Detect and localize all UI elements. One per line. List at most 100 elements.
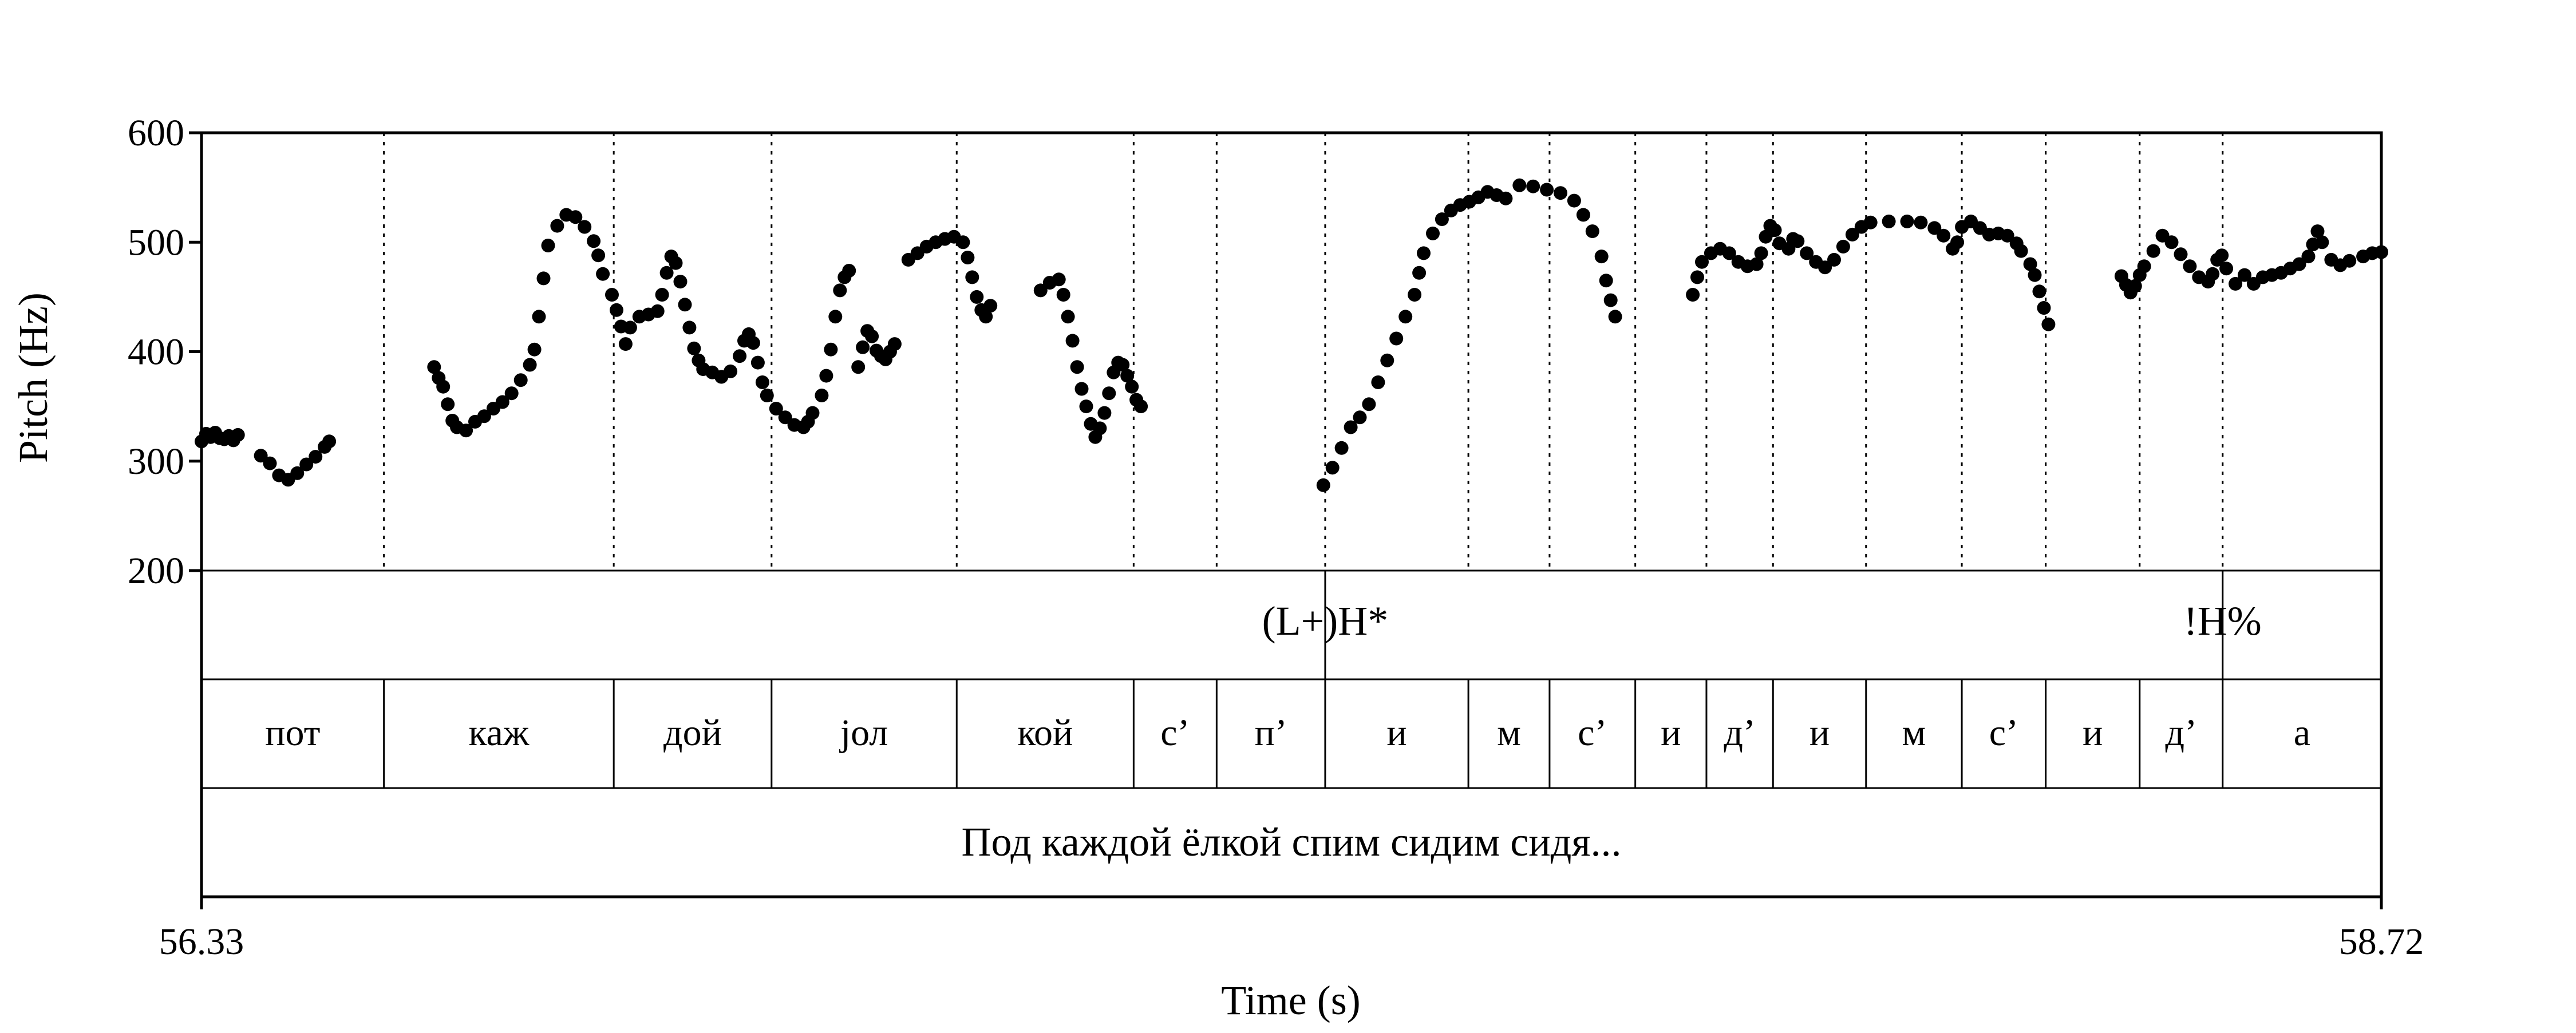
pitch-point bbox=[532, 310, 546, 324]
pitch-point bbox=[513, 373, 528, 387]
pitch-point bbox=[2041, 317, 2056, 331]
pitch-point bbox=[983, 299, 998, 313]
y-tick-label: 200 bbox=[128, 550, 184, 592]
pitch-point bbox=[1499, 191, 1513, 205]
pitch-point bbox=[1800, 246, 1814, 260]
pitch-point bbox=[1093, 421, 1107, 436]
syllable-label: д’ bbox=[1724, 712, 1756, 754]
pitch-point bbox=[1362, 397, 1376, 411]
pitch-point bbox=[495, 395, 509, 409]
pitch-point bbox=[1070, 360, 1084, 374]
pitch-point bbox=[1371, 375, 1385, 389]
pitch-point bbox=[1052, 272, 1066, 287]
x-axis-title: Time (s) bbox=[1221, 977, 1360, 1023]
pitch-point bbox=[2146, 244, 2160, 258]
pitch-point bbox=[578, 220, 592, 234]
pitch-point bbox=[2014, 244, 2028, 258]
pitch-point bbox=[1690, 270, 1704, 284]
pitch-point bbox=[1056, 288, 1070, 302]
pitch-point bbox=[1389, 331, 1404, 346]
pitch-point bbox=[1116, 358, 1130, 372]
pitch-point bbox=[322, 434, 337, 449]
pitch-point bbox=[254, 449, 268, 463]
pitch-point bbox=[865, 329, 879, 343]
pitch-point bbox=[1353, 410, 1367, 425]
boundary-lines bbox=[383, 133, 2224, 571]
pitch-point bbox=[2000, 228, 2014, 243]
tone-label: (L+)H* bbox=[1262, 598, 1389, 644]
pitch-point bbox=[2164, 235, 2179, 250]
annotation-tiers: (L+)H* !H% пот каж дой jол кой с’ п’ и м с’ и д’ и м с’ и… bbox=[265, 571, 2310, 865]
pitch-point bbox=[851, 360, 866, 374]
pitch-point bbox=[1863, 215, 1878, 229]
pitch-point bbox=[1316, 478, 1330, 492]
pitch-point bbox=[523, 358, 537, 372]
pitch-point bbox=[1695, 255, 1709, 269]
pitch-point bbox=[1540, 183, 1554, 197]
pitch-point bbox=[1754, 246, 1768, 260]
pitch-point bbox=[591, 248, 606, 263]
pitch-point bbox=[2374, 245, 2388, 259]
pitch-point bbox=[2215, 248, 2229, 263]
syllable-label: и bbox=[1809, 712, 1830, 754]
pitch-point bbox=[2023, 257, 2037, 271]
pitch-point bbox=[1097, 406, 1112, 420]
pitch-point bbox=[778, 410, 792, 425]
pitch-point bbox=[1599, 274, 1613, 288]
pitch-point bbox=[1325, 461, 1340, 475]
pitch-point bbox=[2292, 257, 2306, 271]
x-tick-label: 56.33 bbox=[159, 921, 244, 963]
pitch-point bbox=[1950, 235, 1965, 250]
pitch-point bbox=[2174, 247, 2188, 262]
syllable-label: и bbox=[1386, 712, 1406, 754]
pitch-point bbox=[1914, 215, 1928, 229]
pitch-point bbox=[2238, 268, 2251, 282]
pitch-point bbox=[231, 428, 245, 442]
syllable-label: пот bbox=[265, 712, 320, 754]
pitch-point bbox=[655, 288, 669, 302]
pitch-point bbox=[824, 342, 838, 357]
pitch-point bbox=[290, 466, 305, 480]
pitch-point bbox=[1937, 228, 1951, 243]
pitch-point bbox=[1603, 293, 1618, 307]
pitch-point bbox=[1512, 178, 1527, 192]
pitch-point bbox=[2032, 284, 2046, 299]
pitch-point bbox=[1827, 252, 1841, 267]
syllable-label: с’ bbox=[1578, 712, 1607, 754]
pitch-point bbox=[1102, 386, 1116, 401]
syllable-label: а bbox=[2294, 712, 2310, 754]
pitch-point bbox=[2206, 267, 2220, 281]
y-tick-label: 400 bbox=[128, 331, 184, 373]
pitch-point bbox=[961, 251, 975, 264]
pitch-point bbox=[682, 320, 697, 335]
pitch-point bbox=[2128, 279, 2142, 293]
pitch-point bbox=[2229, 276, 2243, 291]
pitch-point bbox=[819, 369, 833, 383]
pitch-point bbox=[1576, 208, 1590, 222]
y-tick-label: 500 bbox=[128, 221, 184, 263]
pitch-point bbox=[965, 270, 979, 284]
pitch-point bbox=[1412, 266, 1427, 280]
pitch-point bbox=[1686, 288, 1700, 302]
pitch-point bbox=[1608, 310, 1622, 324]
pitch-point bbox=[650, 304, 665, 318]
pitch-point bbox=[596, 267, 610, 281]
syllable-label: дой bbox=[663, 712, 722, 754]
pitch-point bbox=[1079, 399, 1093, 414]
pitch-point bbox=[568, 210, 583, 224]
pitch-point bbox=[1334, 441, 1349, 455]
frame-border bbox=[200, 131, 2383, 899]
pitch-point bbox=[760, 389, 774, 402]
x-tick-label: 58.72 bbox=[2339, 921, 2424, 963]
y-tick-label: 600 bbox=[128, 112, 184, 154]
pitch-point bbox=[2315, 235, 2329, 250]
pitch-point bbox=[1074, 382, 1089, 396]
pitch-point bbox=[1417, 246, 1431, 260]
syllable-label: д’ bbox=[2165, 712, 2197, 754]
axes: Pitch (Hz) Time (s) 200 300 400 500 600 56.33… bbox=[10, 112, 2424, 1023]
pitch-point bbox=[1125, 379, 1139, 394]
pitch-point bbox=[1344, 420, 1358, 434]
syllable-label: jол bbox=[839, 712, 888, 754]
pitch-point bbox=[1408, 288, 1422, 302]
pitch-point bbox=[1435, 212, 1449, 227]
